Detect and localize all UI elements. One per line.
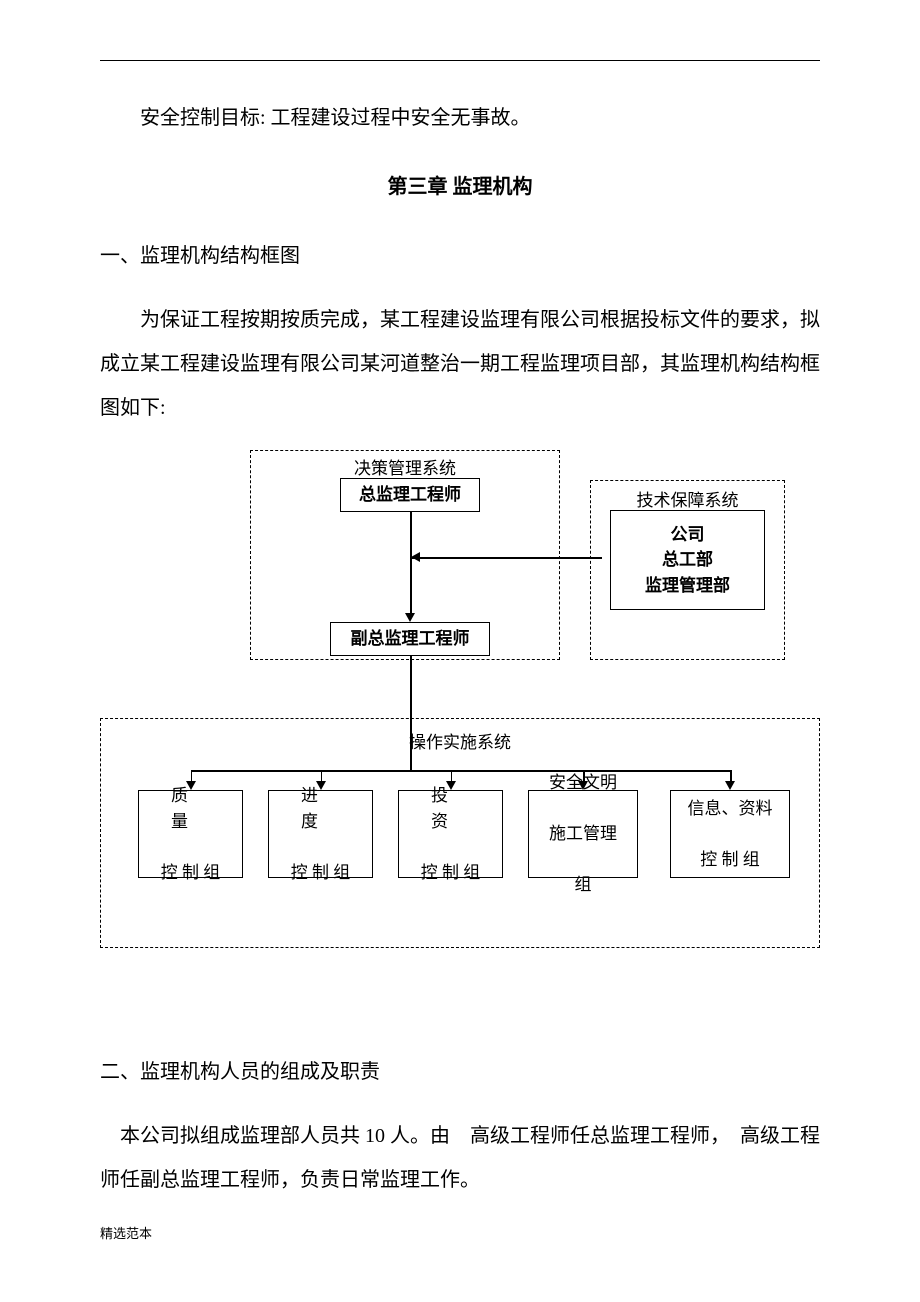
ops-system-label: 操作实施系统 xyxy=(100,728,820,753)
section-1-heading: 一、监理机构结构框图 xyxy=(100,234,820,278)
safety-goal-paragraph: 安全控制目标: 工程建设过程中安全无事故。 xyxy=(100,96,820,140)
section-2-heading: 二、监理机构人员的组成及职责 xyxy=(100,1050,820,1094)
safety-group-node: 安全文明施工管理组 xyxy=(528,790,638,878)
company-dept-node: 公司总工部监理管理部 xyxy=(610,510,765,610)
org-chart-diagram: 决策管理系统技术保障系统操作实施系统 总监理工程师副总监理工程师 公司总工部监理管理… xyxy=(100,450,820,980)
section-1-paragraph: 为保证工程按期按质完成，某工程建设监理有限公司根据投标文件的要求，拟成立某工程建… xyxy=(100,298,820,430)
footer-text: 精选范本 xyxy=(100,1223,152,1242)
arrow-down-icon xyxy=(405,613,415,622)
connector-line xyxy=(191,770,731,772)
chapter-title: 第三章 监理机构 xyxy=(100,170,820,199)
arrow-down-icon xyxy=(725,781,735,790)
deputy-chief-node: 副总监理工程师 xyxy=(330,622,490,656)
connector-line xyxy=(411,557,602,559)
investment-group-node: 投 资控 制 组 xyxy=(398,790,503,878)
connector-line xyxy=(410,656,412,770)
top-rule xyxy=(100,60,820,61)
info-group-node: 信息、资料控 制 组 xyxy=(670,790,790,878)
quality-group-node: 质 量控 制 组 xyxy=(138,790,243,878)
schedule-group-node: 进 度控 制 组 xyxy=(268,790,373,878)
document-page: 安全控制目标: 工程建设过程中安全无事故。 第三章 监理机构 一、监理机构结构框… xyxy=(0,0,920,1302)
connector-line xyxy=(410,512,412,614)
chief-engineer-node: 总监理工程师 xyxy=(340,478,480,512)
section-2-paragraph: 本公司拟组成监理部人员共 10 人。由 高级工程师任总监理工程师， 高级工程师任… xyxy=(100,1114,820,1202)
arrow-left-icon xyxy=(411,552,420,562)
decision-system-label: 决策管理系统 xyxy=(250,454,560,479)
tech-system-label: 技术保障系统 xyxy=(590,486,785,511)
